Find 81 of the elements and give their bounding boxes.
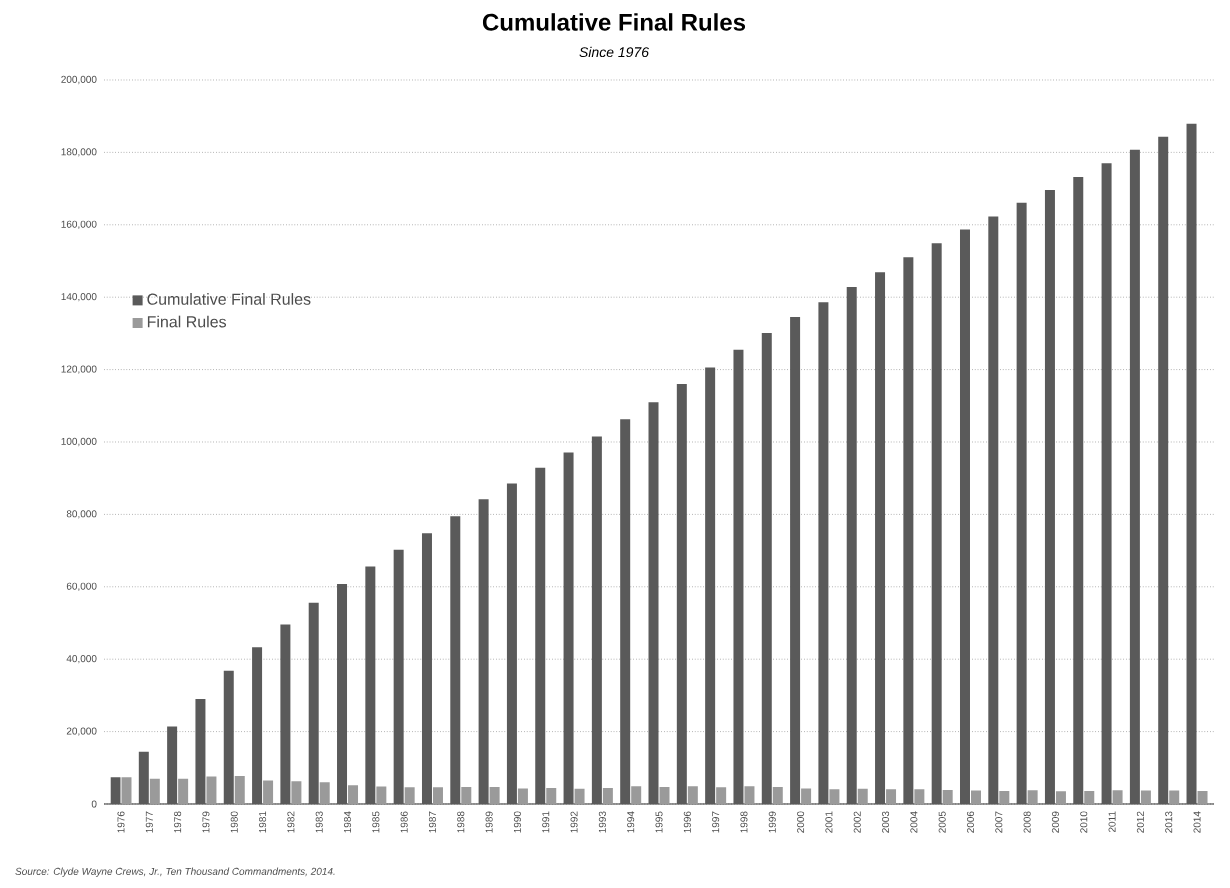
bar	[705, 367, 716, 804]
bar	[903, 257, 914, 804]
bar	[195, 699, 206, 804]
bar	[461, 786, 472, 804]
bar	[1101, 163, 1112, 804]
bar	[761, 333, 772, 804]
bar	[801, 788, 812, 804]
bar	[535, 467, 546, 804]
bar	[1073, 177, 1084, 804]
bar	[506, 483, 517, 804]
bar	[846, 287, 857, 804]
bar	[291, 781, 302, 804]
bar	[517, 788, 528, 804]
bar	[110, 777, 121, 804]
bar	[857, 788, 868, 804]
bar	[280, 624, 291, 804]
bar	[489, 786, 500, 804]
bar	[121, 777, 132, 804]
bar	[676, 384, 687, 804]
bar	[687, 786, 698, 804]
bar	[1169, 790, 1180, 804]
bar	[999, 790, 1010, 804]
bar	[1055, 791, 1066, 804]
bar	[744, 786, 755, 804]
bar	[138, 751, 149, 804]
bar	[772, 786, 783, 804]
bar	[546, 788, 557, 804]
bar	[942, 789, 953, 804]
bar	[223, 670, 234, 804]
bar	[252, 647, 263, 804]
bar	[432, 787, 443, 804]
bar	[421, 533, 432, 804]
bar	[914, 789, 925, 804]
bar	[206, 776, 217, 804]
bar	[602, 788, 613, 804]
bar	[1186, 123, 1197, 804]
bar	[263, 780, 274, 804]
legend-label: Cumulative Final Rules	[147, 293, 311, 305]
bar	[988, 216, 999, 804]
bar	[393, 549, 404, 804]
bar	[167, 726, 178, 804]
bar	[365, 566, 376, 804]
bar	[1016, 202, 1027, 804]
bar	[829, 789, 840, 804]
bar	[1140, 790, 1151, 804]
bar	[591, 436, 602, 804]
bar	[1158, 136, 1169, 804]
bar	[337, 583, 348, 804]
bar	[1112, 790, 1123, 804]
bar	[1197, 790, 1208, 804]
bar	[790, 317, 801, 804]
bar	[1084, 790, 1095, 804]
bar	[178, 778, 189, 804]
chart-title: Cumulative Final Rules	[482, 13, 746, 31]
bar	[376, 786, 387, 804]
bar	[1129, 149, 1140, 804]
bar	[234, 776, 245, 804]
bar	[574, 788, 585, 804]
bar	[404, 787, 415, 804]
bar	[149, 778, 160, 804]
bar	[875, 272, 886, 804]
bar	[818, 302, 829, 804]
bar	[648, 402, 659, 804]
bar	[319, 782, 330, 804]
bar	[563, 452, 574, 804]
bar	[733, 349, 744, 804]
bar	[886, 789, 897, 804]
bar	[960, 229, 970, 804]
bar	[620, 419, 631, 804]
bar	[478, 499, 489, 804]
bar	[931, 243, 942, 804]
bar	[971, 790, 981, 804]
bar	[1027, 790, 1038, 804]
bar	[308, 602, 319, 804]
bar	[631, 786, 642, 804]
bar	[716, 787, 727, 804]
bar	[348, 785, 359, 804]
bar	[1044, 190, 1055, 804]
bar	[450, 516, 461, 804]
bar	[659, 786, 670, 804]
legend-label: Final Rules	[147, 315, 227, 328]
